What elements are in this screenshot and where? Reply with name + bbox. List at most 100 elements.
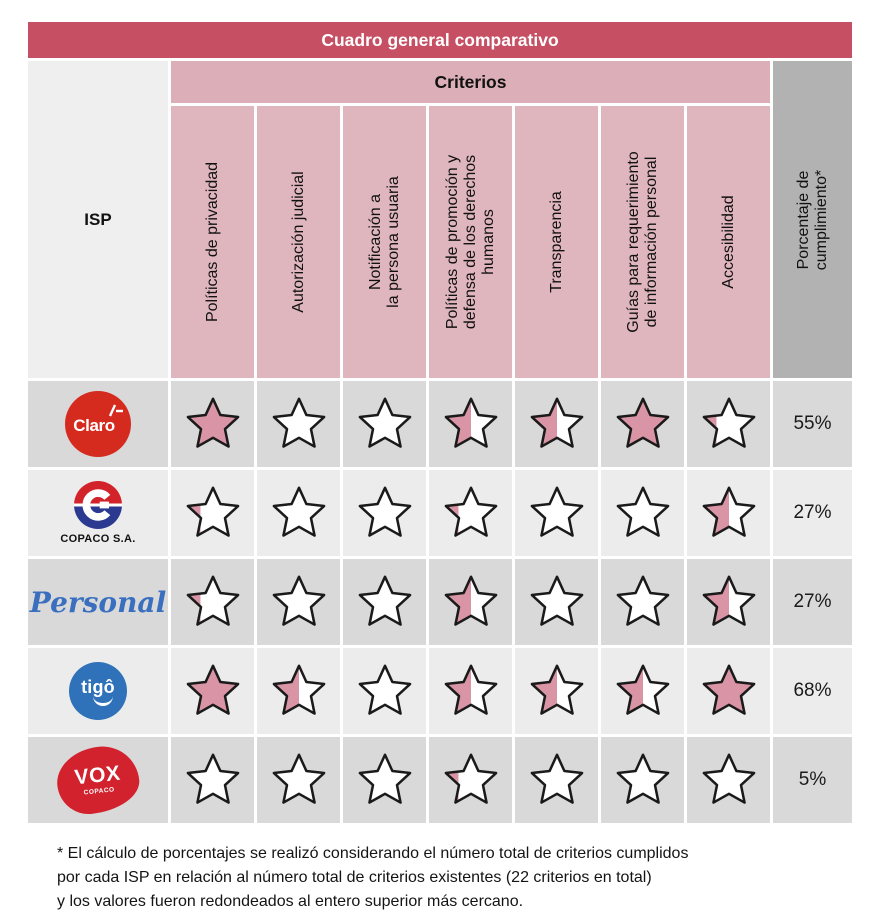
criteria-header: Políticas de promoción y defensa de los … [429, 106, 512, 378]
star-icon [444, 753, 497, 804]
vox-logo: VOX COPACO [53, 742, 143, 818]
criteria-label: Políticas de promoción y defensa de los … [443, 154, 497, 330]
table-title: Cuadro general comparativo [28, 22, 852, 58]
star-icon [444, 664, 497, 715]
rating-cell [429, 559, 512, 645]
rating-cell [257, 648, 340, 734]
criteria-label: Políticas de privacidad [203, 161, 221, 323]
rating-cell [171, 737, 254, 823]
copaco-letter-icon [82, 489, 111, 521]
star-icon [186, 664, 239, 715]
personal-logo-text: Personal [29, 585, 167, 619]
criteria-header: Transparencia [515, 106, 598, 378]
vox-logo-text: VOX [73, 761, 122, 790]
tigo-logo-text: tigô [81, 676, 115, 697]
rating-cell [343, 559, 426, 645]
criteria-label: Notificación a la persona usuaria [366, 176, 402, 308]
percentage-value: 55% [773, 381, 852, 467]
star-icon [186, 575, 239, 626]
criteria-header: Guías para requerimiento de información … [601, 106, 684, 378]
criteria-header: Políticas de privacidad [171, 106, 254, 378]
criteria-label: Autorización judicial [289, 171, 307, 313]
rating-cell [515, 737, 598, 823]
rating-cell [171, 470, 254, 556]
criteria-label: Guías para requerimiento de información … [624, 151, 660, 333]
star-icon [702, 397, 755, 448]
rating-cell [343, 648, 426, 734]
claro-logo-text: Claro [73, 415, 115, 435]
percentage-value: 68% [773, 648, 852, 734]
claro-spark-icon [108, 404, 123, 417]
star-icon [616, 486, 669, 537]
rating-cell [515, 381, 598, 467]
star-icon [616, 397, 669, 448]
rating-cell [429, 737, 512, 823]
star-icon [530, 486, 583, 537]
copaco-caption: COPACO S.A. [60, 533, 136, 545]
rating-cell [343, 737, 426, 823]
star-icon [358, 397, 411, 448]
isp-cell-claro: Claro [28, 381, 168, 467]
star-icon [616, 664, 669, 715]
star-icon [358, 753, 411, 804]
criteria-header: Accesibilidad [687, 106, 770, 378]
rating-cell [257, 559, 340, 645]
rating-cell [515, 559, 598, 645]
star-icon [186, 486, 239, 537]
criterios-band-header: Criterios [171, 61, 770, 103]
isp-column-header: ISP [28, 61, 168, 378]
rating-cell [171, 381, 254, 467]
rating-cell [257, 381, 340, 467]
rating-cell [429, 470, 512, 556]
isp-cell-personal: Personal [28, 559, 168, 645]
star-icon [358, 664, 411, 715]
star-icon [530, 575, 583, 626]
rating-cell [515, 648, 598, 734]
footnote: * El cálculo de porcentajes se realizó c… [57, 845, 689, 910]
isp-cell-tigo: tigô [28, 648, 168, 734]
percentage-value: 5% [773, 737, 852, 823]
tigo-logo: tigô [69, 662, 127, 720]
rating-cell [257, 470, 340, 556]
rating-cell [601, 470, 684, 556]
percentage-value: 27% [773, 470, 852, 556]
rating-cell [429, 648, 512, 734]
star-icon [444, 486, 497, 537]
criteria-label: Transparencia [547, 191, 565, 293]
star-icon [530, 397, 583, 448]
star-icon [272, 753, 325, 804]
star-icon [530, 664, 583, 715]
rating-cell [687, 737, 770, 823]
rating-cell [171, 648, 254, 734]
copaco-logo: COPACO S.A. [60, 481, 135, 545]
star-icon [272, 575, 325, 626]
rating-cell [343, 470, 426, 556]
star-icon [186, 397, 239, 448]
isp-cell-vox: VOX COPACO [28, 737, 168, 823]
comparative-table: Cuadro general comparativo ISP Criterios… [28, 22, 852, 823]
rating-cell [257, 737, 340, 823]
star-icon [272, 486, 325, 537]
isp-cell-copaco: COPACO S.A. [28, 470, 168, 556]
tigo-smile-icon [93, 694, 113, 706]
copaco-emblem [74, 481, 122, 529]
star-icon [616, 575, 669, 626]
star-icon [702, 753, 755, 804]
star-icon [530, 753, 583, 804]
star-icon [358, 575, 411, 626]
rating-cell [601, 737, 684, 823]
rating-cell [687, 648, 770, 734]
rating-cell [601, 648, 684, 734]
star-icon [444, 397, 497, 448]
star-icon [702, 486, 755, 537]
percentage-column-header: Porcentaje de cumplimiento* [773, 61, 852, 378]
star-icon [702, 575, 755, 626]
star-icon [616, 753, 669, 804]
criteria-header: Notificación a la persona usuaria [343, 106, 426, 378]
rating-cell [343, 381, 426, 467]
rating-cell [171, 559, 254, 645]
percentage-value: 27% [773, 559, 852, 645]
rating-cell [687, 559, 770, 645]
star-icon [186, 753, 239, 804]
